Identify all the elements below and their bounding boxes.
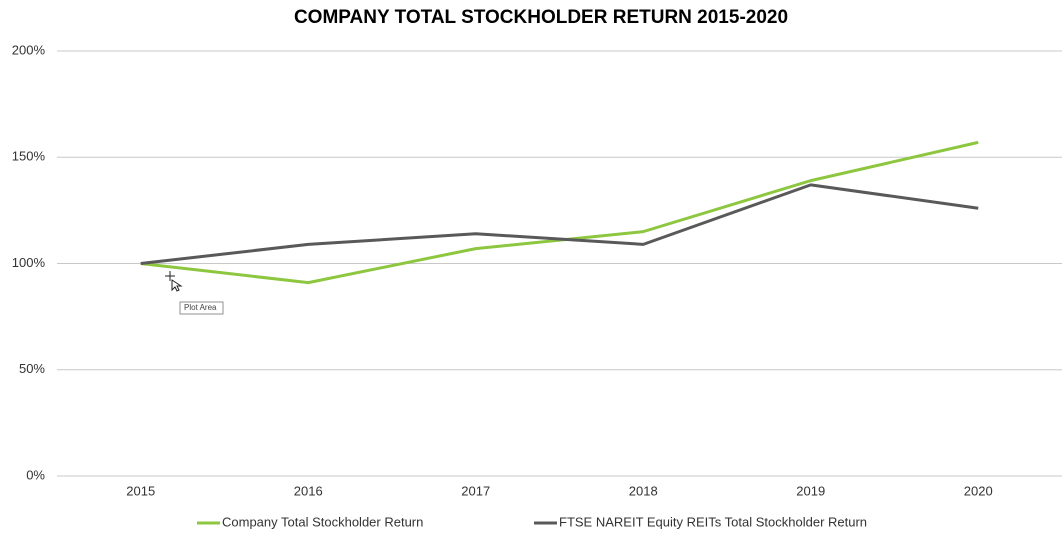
y-tick-label: 200% <box>12 42 46 57</box>
legend-label: Company Total Stockholder Return <box>222 514 423 529</box>
x-tick-label: 2018 <box>629 483 658 498</box>
x-tick-label: 2015 <box>126 483 155 498</box>
chart-title: COMPANY TOTAL STOCKHOLDER RETURN 2015-20… <box>294 7 788 28</box>
x-tick-label: 2019 <box>796 483 825 498</box>
series-line <box>140 140 979 285</box>
cursor-icon <box>165 271 183 292</box>
x-tick-label: 2017 <box>461 483 490 498</box>
y-tick-label: 50% <box>19 361 45 376</box>
y-tick-label: 0% <box>26 467 45 482</box>
cursor <box>165 271 183 292</box>
y-tick-label: 150% <box>12 149 46 164</box>
series-line <box>140 183 979 265</box>
legend-label: FTSE NAREIT Equity REITs Total Stockhold… <box>559 514 867 529</box>
x-tick-label: 2020 <box>964 483 993 498</box>
tooltip-box <box>179 301 224 315</box>
x-tick-label: 2016 <box>294 483 323 498</box>
y-tick-label: 100% <box>12 255 46 270</box>
tooltip-text: Plot Area <box>184 303 217 312</box>
